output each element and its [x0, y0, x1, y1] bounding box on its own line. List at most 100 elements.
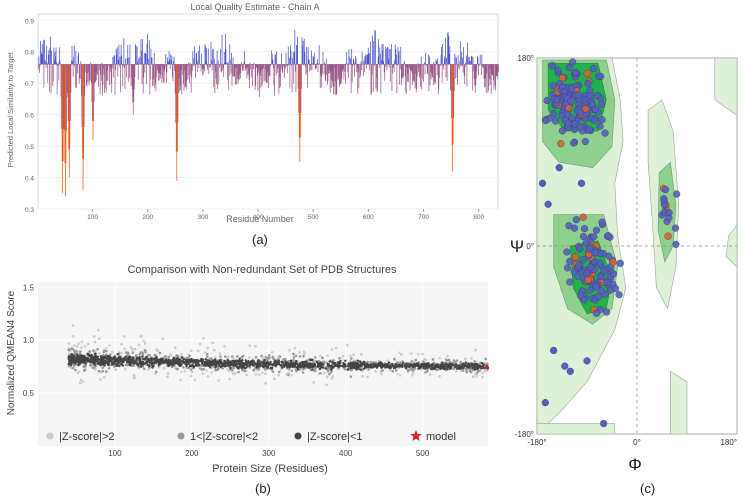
- core-point: [263, 359, 266, 362]
- residue-bar: [133, 64, 135, 90]
- residue-bar: [442, 44, 444, 65]
- residue-bar: [271, 53, 273, 65]
- core-point: [134, 359, 137, 362]
- residue-bar: [63, 64, 65, 129]
- residue-bar: [50, 36, 51, 65]
- residue-bar: [106, 64, 108, 81]
- core-point: [249, 363, 253, 366]
- core-point: [67, 356, 71, 359]
- residue-bar: [189, 64, 190, 83]
- residue-bar: [204, 64, 205, 71]
- residue-bar: [71, 60, 72, 65]
- outlier-point: [120, 351, 123, 355]
- core-point: [301, 360, 304, 364]
- residue-point: [604, 232, 612, 240]
- residue-bar: [59, 60, 61, 65]
- chart-c-ytick-label: -180°: [515, 430, 534, 439]
- core-point: [229, 367, 232, 370]
- residue-bar: [183, 64, 184, 84]
- core-point: [425, 364, 429, 368]
- residue-bar: [481, 54, 483, 65]
- core-point: [219, 365, 223, 369]
- core-point: [455, 367, 459, 370]
- core-point: [119, 359, 123, 363]
- outlier-point: [94, 368, 97, 371]
- residue-bar: [277, 64, 279, 66]
- residue-bar: [202, 64, 204, 74]
- mid-point: [431, 358, 435, 361]
- residue-bar: [288, 64, 290, 66]
- residue-bar: [148, 64, 150, 66]
- residue-bar: [375, 30, 376, 65]
- residue-bar: [213, 58, 215, 65]
- residue-bar: [77, 55, 79, 65]
- residue-bar: [93, 64, 95, 103]
- residue-bar: [202, 64, 204, 76]
- residue-bar: [61, 64, 62, 129]
- residue-bar: [292, 52, 294, 65]
- residue-bar: [132, 64, 134, 115]
- residue-bar: [265, 64, 266, 70]
- residue-bar: [81, 64, 82, 96]
- residue-bar: [158, 64, 159, 81]
- outlier-point: [183, 369, 186, 373]
- core-point: [328, 360, 331, 363]
- core-point: [242, 362, 245, 365]
- residue-bar: [426, 64, 428, 74]
- residue-bar: [115, 64, 116, 71]
- core-point: [356, 359, 359, 362]
- outlier-point: [475, 360, 478, 364]
- residue-bar: [254, 64, 256, 90]
- residue-bar: [220, 49, 221, 65]
- allowed-region: [536, 423, 616, 435]
- core-point: [130, 361, 134, 364]
- core-point: [144, 361, 148, 365]
- residue-point: [601, 129, 609, 137]
- core-point: [311, 368, 314, 371]
- residue-bar: [408, 64, 410, 68]
- residue-bar: [43, 64, 45, 88]
- residue-bar: [444, 60, 446, 65]
- residue-bar: [221, 34, 223, 65]
- residue-bar: [69, 64, 71, 121]
- residue-bar: [464, 64, 466, 67]
- residue-bar: [371, 64, 372, 94]
- core-point: [150, 363, 154, 367]
- core-point: [112, 357, 116, 360]
- core-point: [100, 360, 103, 363]
- residue-point: [541, 399, 549, 407]
- residue-bar: [251, 64, 253, 66]
- residue-bar: [170, 60, 172, 65]
- residue-bar: [430, 64, 432, 80]
- core-point: [71, 359, 74, 363]
- residue-bar: [338, 64, 339, 78]
- core-point: [194, 359, 197, 363]
- chart-a-ytick-label: 0.8: [25, 50, 34, 57]
- mid-point: [326, 369, 330, 373]
- residue-bar: [141, 64, 143, 85]
- residue-point: [567, 97, 575, 105]
- residue-bar: [489, 64, 490, 79]
- residue-bar: [96, 64, 98, 74]
- residue-bar: [142, 39, 143, 65]
- residue-bar: [310, 64, 312, 70]
- residue-bar: [378, 39, 380, 65]
- mid-point: [158, 351, 162, 355]
- residue-bar: [308, 59, 310, 65]
- residue-bar: [216, 64, 217, 85]
- core-point: [150, 358, 154, 362]
- core-point: [188, 365, 192, 368]
- residue-bar: [84, 64, 86, 73]
- outlier-point: [486, 369, 489, 372]
- residue-bar: [411, 64, 413, 85]
- outlier-point: [223, 345, 226, 348]
- mid-point: [147, 353, 150, 357]
- core-point: [413, 363, 416, 367]
- residue-bar: [397, 64, 398, 66]
- residue-bar: [169, 59, 171, 65]
- core-point: [391, 365, 394, 368]
- outlier-point: [137, 343, 141, 347]
- mid-point: [70, 347, 73, 350]
- residue-bar: [248, 64, 249, 73]
- legend-label: model: [426, 431, 456, 443]
